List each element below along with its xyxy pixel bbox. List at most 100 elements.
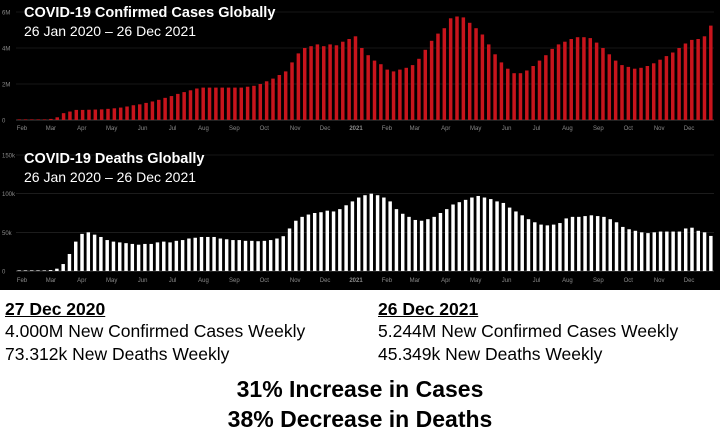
deaths-x-tick-label: Mar [410,278,420,284]
deaths-y-tick-label: 50k [2,231,13,237]
cases-bar [385,69,389,120]
cases-bar [36,119,40,120]
deaths-bar [130,243,135,271]
cases-bar [632,68,637,120]
deaths-bar [614,222,619,271]
deaths-bar [174,240,179,271]
deaths-bar [577,216,581,271]
cases-bar [518,73,523,120]
cases-bar [309,46,313,121]
cases-bar [486,44,491,120]
deaths-x-tick-label: Sep [229,278,240,284]
cases-bar [671,52,675,120]
cases-bar-chart: 0 2M 4M 6M Feb Mar Apr May Jun Jul Aug Sep Oct Nov Dec… [2,11,714,132]
deaths-bar [344,205,348,271]
deaths-bar [105,240,109,271]
cases-x-tick-label: Feb [382,126,393,132]
cases-bar [68,111,72,120]
cases-bar [512,73,516,120]
cases-chart-title: COVID-19 Confirmed Cases Globally [24,5,276,21]
cases-bar [410,65,415,120]
cases-x-tick-label: Aug [198,126,209,132]
cases-bar [112,108,117,120]
cases-bar [169,96,174,120]
deaths-x-tick-label: Oct [624,278,634,284]
deaths-bar [86,232,91,271]
deaths-bar [419,220,424,271]
cases-bar [582,37,586,121]
deaths-bar [300,216,304,271]
cases-bar [290,62,294,120]
deaths-bar [92,234,97,271]
deaths-x-tick-label: Nov [290,278,301,284]
right-stat-cases: 5.244M New Confirmed Cases Weekly [378,321,679,341]
cases-bar [61,113,66,120]
deaths-bar [558,223,562,271]
cases-bar [391,71,396,120]
deaths-bar [658,231,663,271]
deaths-bar [551,224,556,271]
cases-bar [436,33,440,120]
deaths-bar [526,219,531,271]
deaths-x-tick-label: Mar [46,278,56,284]
cases-y-tick-label: 4M [2,47,10,53]
deaths-bar [564,218,568,271]
conclusion-deaths: 38% Decrease in Deaths [227,406,493,432]
cases-bar [537,60,542,120]
cases-bar [664,56,669,120]
deaths-bar [627,229,631,271]
deaths-bar [218,238,223,271]
deaths-bar [507,207,512,271]
deaths-bar [426,219,430,271]
cases-bar [645,66,650,120]
cases-bar [328,44,332,120]
deaths-bar [520,215,524,271]
deaths-x-tick-label: Dec [684,278,695,284]
cases-bar [182,92,186,120]
cases-bar [118,107,123,120]
deaths-bar [363,195,367,271]
deaths-x-tick-label: Aug [198,278,209,284]
cases-bar [461,17,466,120]
deaths-bar [451,204,455,271]
cases-bar [137,104,142,120]
deaths-x-tick-label: Jun [138,278,148,284]
cases-bar [696,39,700,120]
deaths-bar [338,209,342,271]
deaths-chart-title: COVID-19 Deaths Globally [24,151,205,167]
cases-bar [594,42,599,120]
cases-bar [188,90,193,120]
deaths-bar [438,213,443,271]
deaths-bar [155,242,160,271]
deaths-bar [501,202,506,271]
deaths-bar [709,235,713,271]
cases-bar [455,16,459,120]
cases-bar [347,39,351,120]
deaths-bar [401,213,405,271]
cases-x-tick-label: Sep [229,126,240,132]
cases-x-tick-label: Dec [320,126,331,132]
cases-x-tick-label: Jul [169,126,177,132]
cases-bar [474,28,478,121]
deaths-bar [683,228,688,271]
deaths-bar [99,236,103,271]
cases-bar [277,75,282,120]
deaths-x-tick-label: Oct [260,278,270,284]
cases-bar [74,109,79,120]
cases-bar [525,70,529,120]
cases-bar [366,55,370,121]
deaths-bar [602,216,606,271]
deaths-bar [539,224,543,271]
deaths-bar [17,270,21,271]
deaths-bar-chart: 0 50k 100k 150k Feb Mar Apr May Jun Jul Aug Sep Oct N… [2,154,714,284]
cases-x-tick-label: Feb [17,126,28,132]
deaths-bar [256,241,260,271]
cases-bar [163,97,167,120]
deaths-bar [143,243,147,271]
deaths-bar [281,236,285,271]
cases-bar [563,41,567,121]
deaths-bar [413,219,418,271]
deaths-bar [432,216,436,271]
cases-bar [271,78,275,120]
deaths-bar [149,243,153,271]
